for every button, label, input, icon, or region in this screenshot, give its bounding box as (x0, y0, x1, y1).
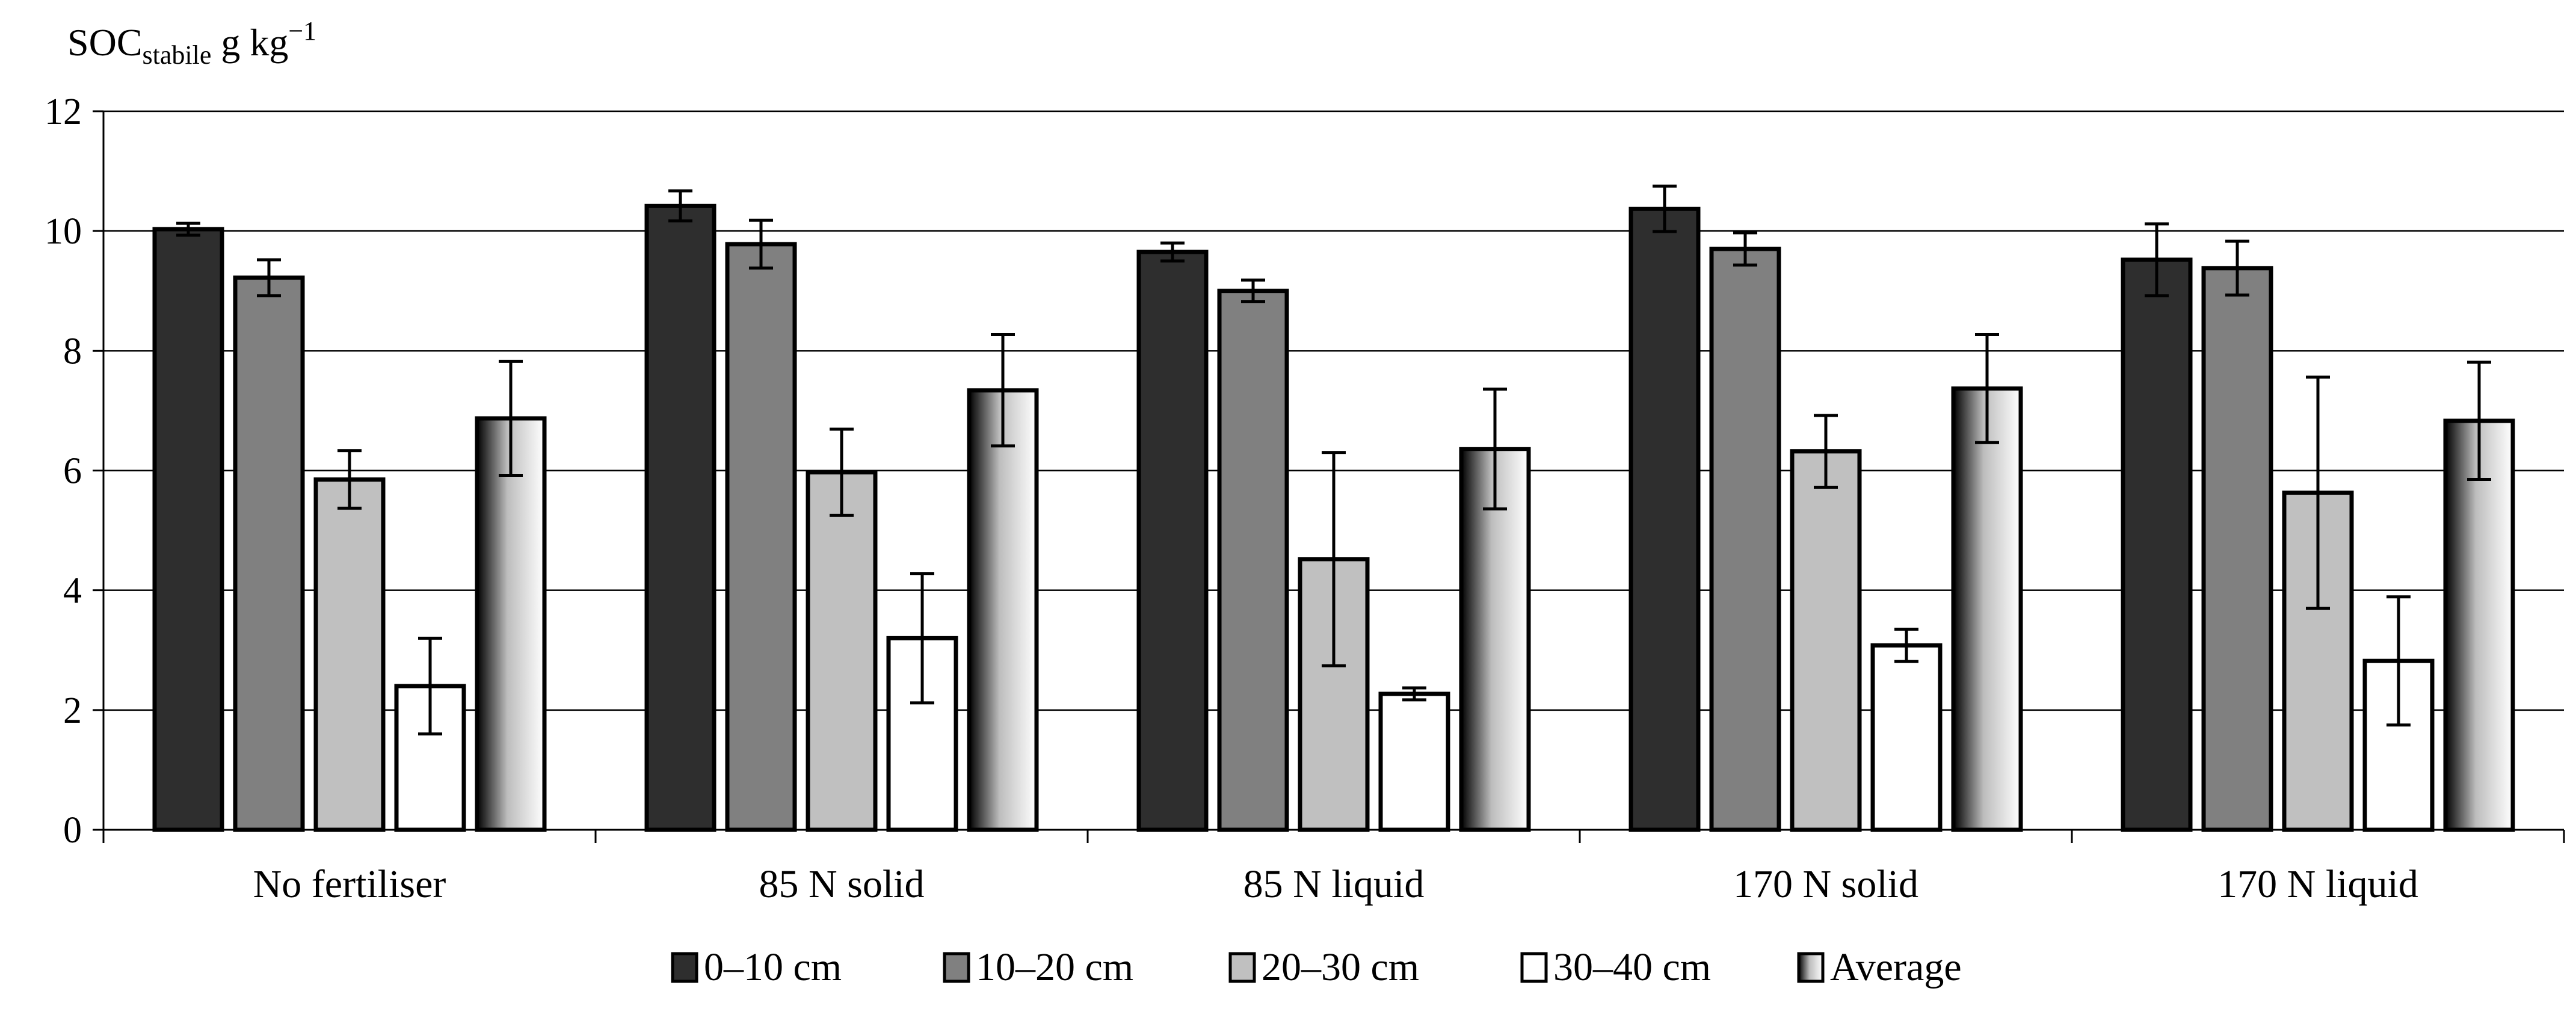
category-label-3: 170 N solid (1733, 862, 1918, 906)
legend-swatch-0 (671, 952, 698, 983)
bar-0-0 (152, 227, 224, 832)
legend-label-3: 30–40 cm (1553, 945, 1711, 989)
y-tick-label-0: 0 (63, 810, 82, 851)
legend-swatch-3 (1520, 952, 1548, 983)
bar-1-0 (644, 203, 716, 832)
y-tick-label-8: 8 (63, 331, 82, 372)
category-label-0: No fertiliser (253, 862, 446, 906)
legend-swatch-2 (1228, 952, 1256, 983)
bar-2-4 (1459, 447, 1531, 832)
y-tick-label-10: 10 (45, 211, 82, 252)
bar-2-1 (1217, 289, 1289, 832)
y-axis-ticks: 0 2 4 6 8 10 12 (45, 91, 82, 851)
y-tick-label-2: 2 (63, 690, 82, 731)
bar-0-1 (233, 275, 305, 832)
y-tick-label-4: 4 (63, 571, 82, 612)
bar-1-1 (725, 242, 797, 832)
legend-swatch-4 (1797, 952, 1825, 983)
y-axis-label-exponent: −1 (288, 16, 316, 46)
y-axis-label-unit: g kg (211, 21, 288, 64)
bar-3-4 (1951, 386, 2023, 832)
category-label-4: 170 N liquid (2217, 862, 2418, 906)
y-axis-label-main: SOC (67, 21, 143, 64)
legend: 0–10 cm 10–20 cm 20–30 cm 30–40 cm Average (671, 945, 1962, 989)
category-labels: No fertiliser 85 N solid 85 N liquid 170 N … (253, 862, 2418, 906)
bar-3-1 (1709, 247, 1781, 832)
bar-1-4 (967, 388, 1039, 832)
legend-swatch-1 (943, 952, 970, 983)
bar-1-2 (806, 470, 878, 832)
bar-4-0 (2121, 257, 2193, 832)
category-label-1: 85 N solid (759, 862, 924, 906)
axes (93, 110, 2565, 843)
y-tick-label-12: 12 (45, 91, 82, 132)
bar-2-3 (1378, 691, 1450, 832)
bar-3-0 (1628, 206, 1701, 832)
legend-label-2: 20–30 cm (1262, 945, 1419, 989)
bar-3-3 (1870, 643, 1943, 832)
bar-0-2 (313, 477, 386, 832)
bar-2-0 (1136, 250, 1209, 832)
bar-series (152, 203, 2515, 832)
bar-0-4 (475, 416, 547, 832)
legend-label-1: 10–20 cm (976, 945, 1133, 989)
y-tick-label-6: 6 (63, 451, 82, 492)
bar-3-2 (1790, 449, 1862, 832)
y-axis-label-subscript: stabile (143, 40, 212, 70)
legend-label-4: Average (1830, 945, 1962, 989)
legend-label-0: 0–10 cm (704, 945, 842, 989)
category-label-2: 85 N liquid (1243, 862, 1425, 906)
y-axis-label: SOCstabile g kg−1 (67, 16, 316, 70)
bar-4-4 (2443, 419, 2515, 832)
error-bars (176, 184, 2491, 736)
bar-4-1 (2201, 266, 2273, 832)
